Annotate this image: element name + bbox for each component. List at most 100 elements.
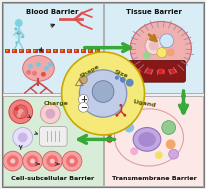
Text: Shape: Shape: [78, 64, 99, 79]
Circle shape: [15, 41, 18, 44]
FancyBboxPatch shape: [32, 49, 37, 53]
FancyBboxPatch shape: [39, 127, 67, 146]
Text: Ligand: Ligand: [132, 99, 156, 108]
FancyBboxPatch shape: [46, 49, 51, 53]
FancyBboxPatch shape: [103, 3, 202, 93]
Circle shape: [68, 50, 70, 52]
Circle shape: [50, 159, 55, 163]
FancyBboxPatch shape: [127, 60, 185, 82]
Circle shape: [119, 77, 125, 83]
Circle shape: [30, 159, 35, 163]
Circle shape: [69, 159, 74, 163]
Circle shape: [161, 121, 175, 134]
Text: +: +: [80, 95, 87, 104]
Circle shape: [40, 104, 60, 124]
Circle shape: [13, 128, 32, 147]
FancyBboxPatch shape: [3, 3, 102, 93]
Circle shape: [159, 34, 173, 48]
Circle shape: [168, 149, 178, 159]
Circle shape: [95, 50, 97, 52]
FancyBboxPatch shape: [39, 49, 44, 53]
Circle shape: [119, 104, 122, 107]
FancyBboxPatch shape: [74, 49, 78, 53]
FancyBboxPatch shape: [3, 96, 102, 186]
Text: Blood Barrier: Blood Barrier: [26, 9, 78, 15]
FancyBboxPatch shape: [87, 49, 92, 53]
Circle shape: [180, 94, 185, 98]
Circle shape: [42, 151, 62, 171]
Circle shape: [79, 76, 87, 84]
Circle shape: [156, 48, 166, 57]
Circle shape: [48, 62, 53, 67]
Circle shape: [27, 155, 38, 167]
Circle shape: [142, 52, 150, 60]
Circle shape: [82, 50, 83, 52]
Circle shape: [106, 117, 112, 123]
Ellipse shape: [137, 132, 155, 147]
Ellipse shape: [134, 70, 139, 73]
Circle shape: [104, 122, 109, 127]
Circle shape: [107, 132, 111, 137]
Circle shape: [18, 109, 23, 115]
Circle shape: [41, 72, 46, 77]
Circle shape: [165, 139, 175, 149]
Circle shape: [14, 27, 17, 30]
FancyBboxPatch shape: [81, 49, 85, 53]
Circle shape: [17, 114, 21, 118]
Text: −: −: [80, 103, 87, 112]
Circle shape: [13, 50, 15, 52]
Circle shape: [78, 102, 88, 112]
Circle shape: [180, 109, 185, 114]
Ellipse shape: [158, 70, 163, 73]
Circle shape: [92, 81, 113, 102]
Circle shape: [6, 50, 8, 52]
Circle shape: [14, 105, 28, 119]
Circle shape: [32, 71, 37, 76]
Circle shape: [61, 50, 63, 52]
Circle shape: [36, 62, 41, 67]
Circle shape: [18, 132, 28, 142]
Circle shape: [23, 151, 42, 171]
Circle shape: [3, 151, 23, 171]
Circle shape: [33, 50, 35, 52]
Ellipse shape: [169, 70, 174, 73]
FancyBboxPatch shape: [67, 49, 72, 53]
Circle shape: [125, 79, 133, 87]
Text: Tissue Barrier: Tissue Barrier: [125, 9, 181, 15]
Circle shape: [21, 35, 24, 38]
Text: Charge: Charge: [43, 101, 68, 106]
Circle shape: [166, 49, 174, 57]
Ellipse shape: [130, 22, 191, 76]
Circle shape: [148, 41, 158, 51]
Circle shape: [7, 155, 19, 167]
Circle shape: [78, 94, 88, 104]
Circle shape: [180, 101, 185, 106]
Circle shape: [10, 159, 15, 163]
Circle shape: [46, 155, 58, 167]
Circle shape: [22, 112, 26, 116]
Circle shape: [17, 31, 21, 35]
Ellipse shape: [15, 28, 23, 40]
Circle shape: [106, 136, 112, 142]
Circle shape: [40, 50, 42, 52]
FancyBboxPatch shape: [19, 49, 23, 53]
Ellipse shape: [23, 56, 54, 81]
Ellipse shape: [156, 68, 164, 74]
Circle shape: [66, 155, 78, 167]
FancyBboxPatch shape: [94, 49, 99, 53]
Circle shape: [26, 70, 31, 75]
Text: Size: Size: [112, 69, 128, 79]
Circle shape: [20, 50, 22, 52]
FancyBboxPatch shape: [26, 49, 30, 53]
Ellipse shape: [144, 68, 153, 74]
FancyBboxPatch shape: [60, 49, 65, 53]
Circle shape: [154, 151, 162, 159]
Circle shape: [45, 109, 55, 119]
Circle shape: [28, 64, 33, 69]
FancyBboxPatch shape: [103, 96, 202, 186]
FancyBboxPatch shape: [12, 49, 17, 53]
Circle shape: [15, 107, 19, 111]
Circle shape: [54, 50, 56, 52]
Circle shape: [75, 50, 77, 52]
Circle shape: [27, 50, 28, 52]
